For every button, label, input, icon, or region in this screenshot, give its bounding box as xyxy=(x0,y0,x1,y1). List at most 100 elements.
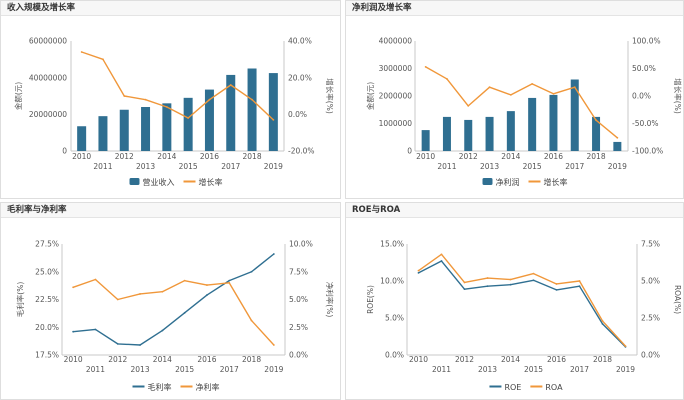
y-right-tick-label: 2.5% xyxy=(289,323,308,332)
y-left-tick-label: 27.5% xyxy=(35,240,59,249)
roa-line-point xyxy=(624,345,627,348)
y-left-tick-label: 22.5% xyxy=(35,295,59,304)
legend-label: 营业收入 xyxy=(143,177,175,187)
panel-header: 收入规模及增长率 xyxy=(1,1,340,16)
roe-line-point xyxy=(555,288,558,291)
legend-item-net-margin-line[interactable]: 净利率 xyxy=(180,382,220,392)
gross-margin-line xyxy=(73,253,275,346)
y-right-tick-label: 50.0% xyxy=(632,64,656,73)
y-right-tick-label: 100.0% xyxy=(632,37,661,46)
y-right-tick-label: 0.0% xyxy=(288,110,307,119)
legend-label: ROE xyxy=(504,383,521,392)
roa-line-point xyxy=(486,277,489,279)
x-tick-label: 2015 xyxy=(179,162,198,171)
legend-item-revenue-growth-line[interactable]: 增长率 xyxy=(183,177,223,187)
x-tick-label: 2015 xyxy=(524,365,543,374)
legend-item-revenue-bar[interactable]: 营业收入 xyxy=(129,177,175,187)
y-left-tick-label: 20.0% xyxy=(35,323,59,332)
y-left-tick-label: 2000000 xyxy=(379,92,413,101)
roa-line-point xyxy=(463,281,466,284)
roe-roa-panel: ROE与ROA 0.0% 5.0% 10.0% 15.0% 0.0% 2.5% 5.0% 7.… xyxy=(345,202,684,400)
y-right-tick-label: 40.0% xyxy=(288,37,312,46)
y-right-tick-label: 0.0% xyxy=(289,351,308,360)
y-right-axis-title: ROA(%) xyxy=(673,285,682,314)
roe-line xyxy=(418,260,626,348)
net-profit-bar xyxy=(570,79,579,151)
y-left-axis-title: 金额(元) xyxy=(365,82,375,110)
x-tick-label: 2013 xyxy=(136,162,155,171)
x-tick-label: 2018 xyxy=(243,152,262,161)
y-left-tick-label: 20000000 xyxy=(29,110,67,119)
x-tick-label: 2011 xyxy=(432,365,451,374)
y-right-tick-label: 5.0% xyxy=(289,295,308,304)
x-tick-label: 2017 xyxy=(220,365,239,374)
x-tick-label: 2014 xyxy=(501,152,520,161)
gross-margin-line-point xyxy=(161,329,164,332)
gross-margin-line-point xyxy=(250,270,253,273)
revenue-bar xyxy=(77,126,87,151)
roa-line-point xyxy=(532,272,535,275)
y-right-tick-label: 7.5% xyxy=(289,267,308,276)
legend-item-roa-line[interactable]: ROA xyxy=(530,383,563,392)
legend-bar-swatch xyxy=(482,178,493,185)
y-left-tick-label: 4000000 xyxy=(379,37,413,46)
net-margin-line xyxy=(72,278,275,346)
x-tick-label: 2012 xyxy=(108,355,127,364)
x-tick-label: 2013 xyxy=(478,365,497,374)
y-left-axis-title: 金额(元) xyxy=(13,82,23,110)
roe-line-point xyxy=(532,279,535,282)
gross-margin-line-point xyxy=(72,330,75,333)
gross-margin-line-point xyxy=(206,294,208,296)
x-tick-label: 2014 xyxy=(153,355,172,364)
revenue-panel: 收入规模及增长率 0 20000000 40000000 60000000 -20.0%… xyxy=(0,0,341,199)
net-profit-growth-line-point xyxy=(488,86,491,89)
legend-label: 增长率 xyxy=(544,177,568,187)
y-right-tick-label: -50.0% xyxy=(632,119,659,128)
legend-item-roe-line[interactable]: ROE xyxy=(489,383,521,392)
gross-margin-line-point xyxy=(228,279,231,282)
revenue-growth-line-point xyxy=(272,118,275,121)
net-profit-bar xyxy=(442,116,451,151)
x-tick-label: 2010 xyxy=(72,152,91,161)
roa-line xyxy=(418,253,627,347)
revenue-bar xyxy=(162,103,172,151)
x-tick-label: 2019 xyxy=(264,162,283,171)
revenue-growth-line xyxy=(81,51,274,121)
y-right-tick-label: -20.0% xyxy=(288,147,315,156)
y-left-tick-label: 10.0% xyxy=(380,277,404,286)
roa-line-point xyxy=(601,320,604,322)
y-left-tick-label: 1000000 xyxy=(379,119,413,128)
x-tick-label: 2018 xyxy=(242,355,261,364)
revenue-bar xyxy=(119,109,129,151)
legend-item-net-profit-growth-line[interactable]: 增长率 xyxy=(528,177,568,187)
panel-title: 毛利率与净利率 xyxy=(7,205,67,215)
net-profit-bar xyxy=(528,97,537,151)
revenue-growth-line-point xyxy=(251,98,253,101)
revenue-growth-line-point xyxy=(102,58,104,61)
revenue-growth-line-point xyxy=(80,51,83,53)
net-profit-growth-line-point xyxy=(573,86,576,89)
y-right-axis-title: 净利率(%) xyxy=(325,282,335,318)
roa-line-point xyxy=(509,278,512,281)
net-profit-growth-line xyxy=(425,66,618,139)
net-profit-bar xyxy=(421,130,430,151)
x-tick-label: 2019 xyxy=(608,162,627,171)
y-left-tick-label: 0 xyxy=(407,147,412,156)
panel-header: ROE与ROA xyxy=(346,203,683,218)
net-profit-chart: 0 1000000 2000000 3000000 4000000 -100.0% -50.… xyxy=(365,37,683,187)
net-margin-line-point xyxy=(272,344,275,346)
x-tick-label: 2016 xyxy=(197,355,216,364)
net-margin-line-point xyxy=(250,319,253,322)
net-profit-panel: 净利润及增长率 0 1000000 2000000 3000000 4000000 -10… xyxy=(345,0,684,199)
net-margin-line-point xyxy=(228,281,231,284)
legend-item-net-profit-bar[interactable]: 净利润 xyxy=(482,177,520,187)
y-right-tick-label: 10.0% xyxy=(289,240,313,249)
roe-line-point xyxy=(509,283,512,286)
x-tick-label: 2017 xyxy=(570,365,589,374)
legend-bar-swatch xyxy=(129,178,140,185)
legend-item-gross-margin-line[interactable]: 毛利率 xyxy=(132,382,172,392)
net-profit-growth-line-point xyxy=(531,83,534,85)
x-tick-label: 2014 xyxy=(157,152,176,161)
legend-label: ROA xyxy=(545,383,563,392)
net-profit-growth-line-point xyxy=(552,92,555,95)
